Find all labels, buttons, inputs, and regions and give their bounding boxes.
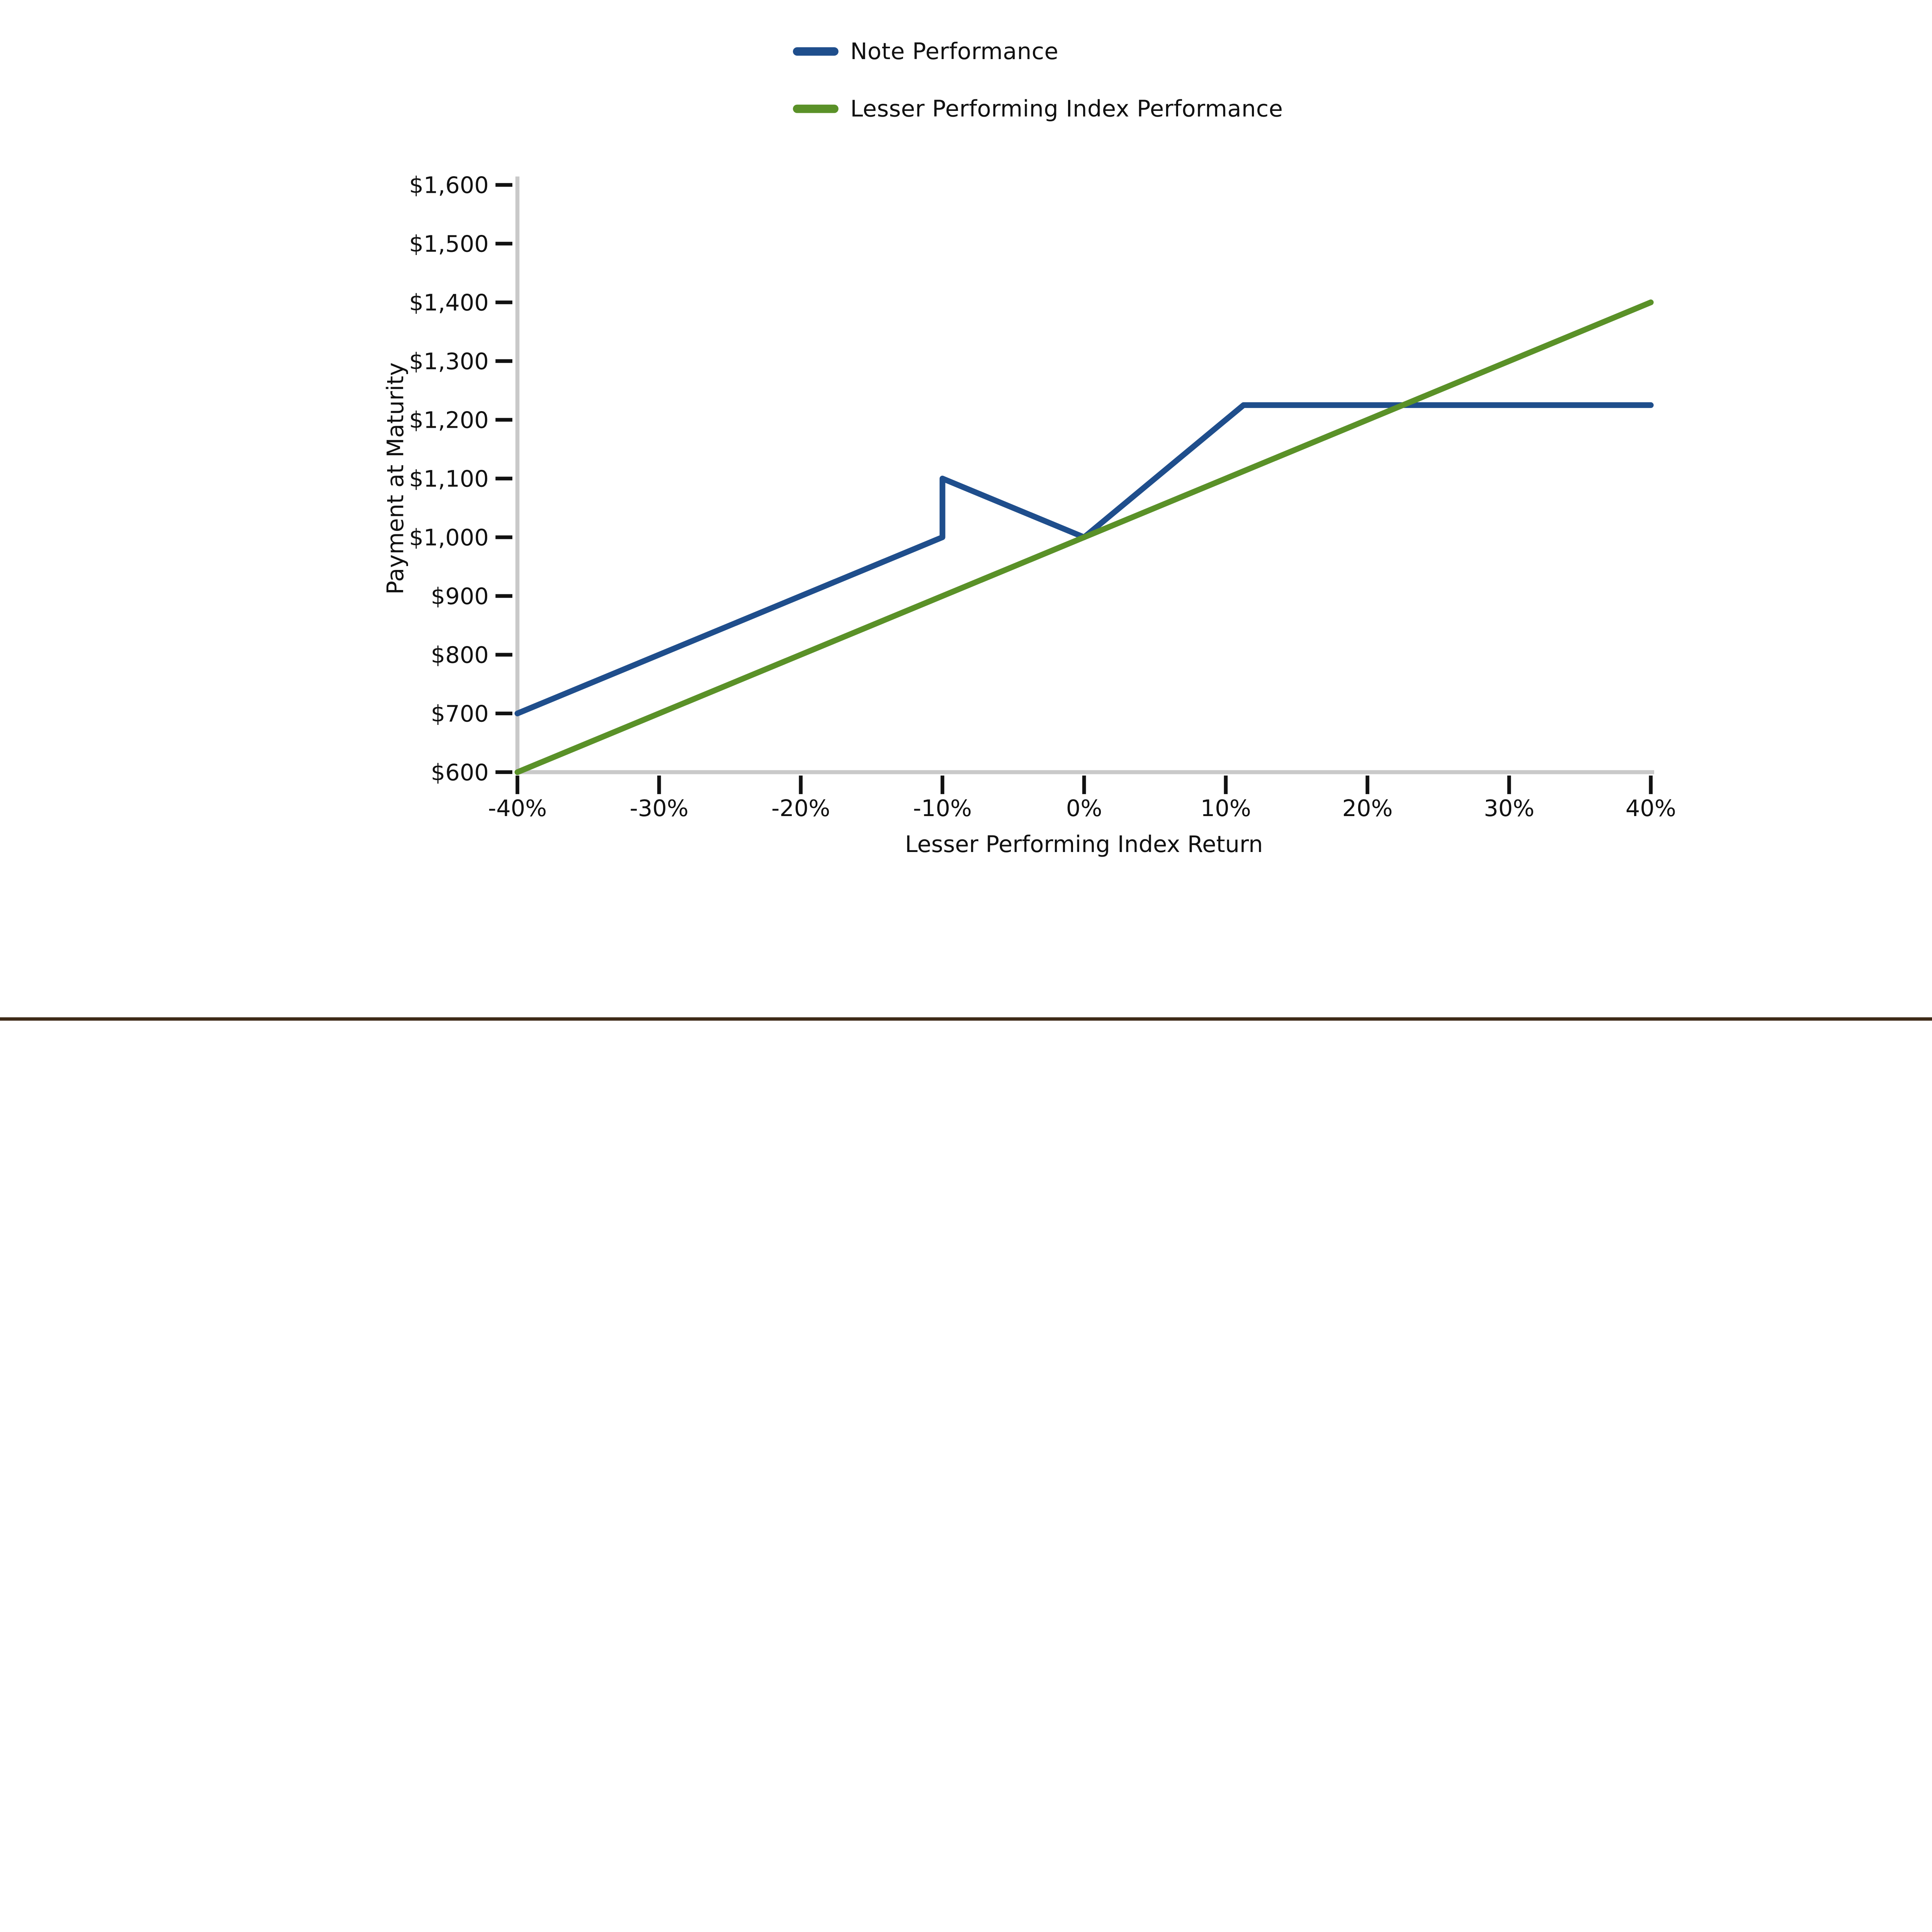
chart-axes: $600 $700 $800 $900 $1,000 $1,100 $1,200 $1,300… [409,172,1676,821]
legend-item-1: Lesser Performing Index Performance [793,91,1283,127]
y-tick-label: $1,000 [409,524,489,551]
y-axis-title: Payment at Maturity [382,362,408,595]
x-tick-label: -30% [630,795,689,821]
x-tick-label: 40% [1626,795,1676,821]
legend-swatch-icon [793,47,838,56]
payoff-chart: $600 $700 $800 $900 $1,000 $1,100 $1,200 $1,300… [382,172,1676,857]
series-line-1 [514,299,1654,775]
legend-item-0: Note Performance [793,34,1283,69]
legend-label: Lesser Performing Index Performance [850,95,1283,122]
x-tick-label: 20% [1342,795,1393,821]
y-tick-label: $700 [431,700,489,727]
legend-swatch-icon [793,104,838,114]
x-tick-label: -40% [488,795,547,821]
x-axis-title: Lesser Performing Index Return [905,831,1263,857]
chart-legend: Note Performance Lesser Performing Index … [793,34,1283,126]
x-tick-label: -20% [771,795,830,821]
y-tick-label: $1,400 [409,289,489,316]
y-tick-label: $1,300 [409,348,489,374]
top-section-divider [0,1016,1932,1021]
y-tick-label: $900 [431,583,489,609]
x-tick-label: -10% [913,795,972,821]
chart-series [514,299,1654,775]
series-line-0 [514,402,1654,716]
y-tick-label: $1,600 [409,172,489,198]
x-tick-label: 0% [1066,795,1102,821]
y-tick-label: $1,500 [409,230,489,257]
y-tick-label: $1,200 [409,406,489,433]
x-tick-label: 30% [1484,795,1534,821]
x-tick-label: 10% [1201,795,1251,821]
y-tick-label: $800 [431,641,489,668]
legend-label: Note Performance [850,38,1059,65]
y-tick-label: $600 [431,759,489,786]
y-tick-label: $1,100 [409,465,489,492]
